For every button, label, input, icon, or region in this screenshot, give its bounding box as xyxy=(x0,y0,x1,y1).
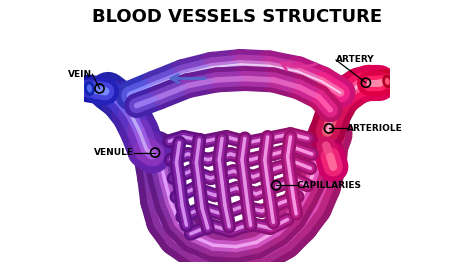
Text: ARTERY: ARTERY xyxy=(336,55,374,64)
Text: VENULE: VENULE xyxy=(94,148,134,157)
Text: ARTERIOLE: ARTERIOLE xyxy=(347,124,403,133)
Ellipse shape xyxy=(87,85,92,92)
Ellipse shape xyxy=(85,82,94,95)
Text: VEIN: VEIN xyxy=(68,70,92,79)
Text: BLOOD VESSELS STRUCTURE: BLOOD VESSELS STRUCTURE xyxy=(92,8,382,26)
Ellipse shape xyxy=(385,78,390,85)
Ellipse shape xyxy=(383,76,392,87)
Text: CAPILLARIES: CAPILLARIES xyxy=(296,181,361,190)
